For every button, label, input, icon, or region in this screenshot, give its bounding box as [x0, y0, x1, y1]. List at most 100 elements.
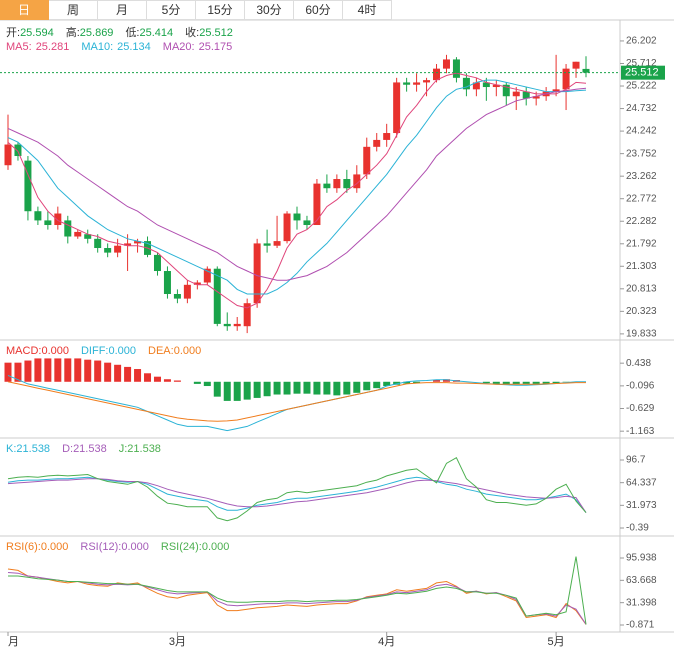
histogram-bar [403, 381, 411, 384]
histogram-bar [44, 358, 52, 382]
candle-body [323, 183, 331, 189]
candle-body [462, 77, 470, 90]
legend-label: MA10: [81, 41, 113, 53]
period-tab[interactable]: 15分 [196, 0, 245, 20]
candle-body [532, 96, 540, 99]
period-tab[interactable]: 日 [0, 0, 49, 20]
y-tick-label: -1.163 [626, 426, 655, 437]
candle-body [84, 234, 92, 239]
candle-body [104, 248, 112, 253]
candle-body [4, 144, 12, 166]
y-tick-label: 20.323 [626, 306, 657, 317]
legend-value: 0.000 [174, 345, 202, 357]
series-line [7, 87, 587, 281]
candle-body [163, 271, 171, 295]
series-line [7, 478, 587, 513]
series-line [7, 79, 587, 295]
y-tick-label: 25.712 [626, 58, 657, 69]
histogram-bar [263, 381, 271, 397]
candle-body [173, 294, 181, 299]
ohlc-label: 开: [6, 27, 20, 39]
ohlc-label: 收: [185, 25, 199, 39]
period-tab[interactable]: 30分 [245, 0, 294, 20]
histogram-bar [253, 381, 261, 398]
legend-label: DEA: [148, 345, 174, 357]
legend-value: 0.000 [202, 541, 230, 553]
histogram-bar [393, 381, 401, 385]
legend-value: 21.538 [127, 443, 161, 455]
histogram-bar [323, 381, 331, 395]
legend-value: 25.134 [117, 41, 151, 53]
period-tab[interactable]: 4时 [343, 0, 392, 20]
histogram-bar [124, 366, 132, 382]
candle-body [502, 84, 510, 97]
candle-body [193, 282, 201, 285]
y-tick-label: 21.792 [626, 238, 657, 249]
candle-body [34, 211, 42, 221]
y-tick-label: 63.668 [626, 575, 657, 586]
series-line [7, 476, 587, 513]
histogram-bar [203, 381, 211, 387]
histogram-bar [134, 369, 142, 382]
candle-body [263, 243, 271, 246]
histogram-bar [114, 364, 122, 382]
legend-label: MA20: [163, 41, 195, 53]
candle-body [213, 268, 221, 324]
histogram-bar [552, 381, 560, 384]
period-tab[interactable]: 月 [98, 0, 147, 20]
candle-body [393, 82, 401, 134]
legend-label: RSI(24): [161, 541, 202, 553]
histogram-bar [363, 381, 371, 391]
candle-body [94, 238, 102, 249]
period-tab[interactable]: 60分 [294, 0, 343, 20]
histogram-bar [74, 358, 82, 382]
legend-label: K: [6, 443, 16, 455]
histogram-bar [512, 381, 520, 385]
histogram-bar [502, 381, 510, 385]
histogram-bar [293, 381, 301, 394]
candle-body [183, 284, 191, 299]
candle-body [64, 220, 72, 237]
series-line [7, 381, 586, 422]
candle-body [423, 80, 431, 83]
candle-body [153, 254, 161, 272]
histogram-bar [14, 362, 22, 382]
histogram-bar [433, 379, 441, 382]
period-tab[interactable]: 5分 [147, 0, 196, 20]
histogram-bar [94, 360, 102, 382]
y-tick-label: 0.438 [626, 358, 651, 369]
histogram-bar [233, 381, 241, 401]
legend-value: 0.000 [41, 345, 69, 357]
candle-body [353, 174, 361, 189]
candle-body [293, 213, 301, 221]
series-line [7, 457, 587, 522]
histogram-bar [213, 381, 221, 397]
candle-body [223, 323, 231, 327]
histogram-bar [333, 381, 341, 396]
series-line [8, 556, 587, 625]
candle-body [124, 243, 132, 246]
candle-body [24, 160, 32, 212]
last-price-label: 25.512 [625, 67, 659, 79]
histogram-bar [343, 381, 351, 395]
candle-body [114, 245, 122, 253]
candle-body [373, 139, 381, 147]
histogram-bar [104, 362, 112, 382]
candle-body [413, 82, 421, 85]
candle-body [572, 61, 580, 69]
legend-value: 0.000 [121, 541, 149, 553]
legend-value: 0.000 [41, 541, 69, 553]
period-tab[interactable]: 周 [49, 0, 98, 20]
candle-body [203, 268, 211, 283]
y-tick-label: 21.303 [626, 261, 657, 272]
candle-body [403, 82, 411, 85]
y-tick-label: 22.282 [626, 216, 657, 227]
y-tick-label: 31.973 [626, 500, 657, 511]
candle-body [273, 241, 281, 246]
histogram-bar [163, 379, 171, 382]
candle-body [433, 68, 441, 81]
histogram-bar [313, 381, 321, 395]
legend-label: DIFF: [81, 345, 109, 357]
